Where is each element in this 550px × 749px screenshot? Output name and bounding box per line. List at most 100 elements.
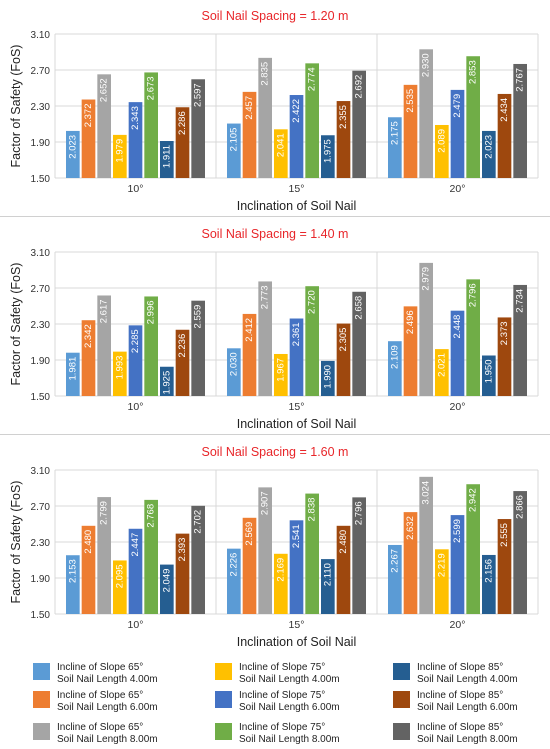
x-tick-label: 20°: [450, 619, 466, 631]
bar-value-label: 2.236: [177, 334, 188, 358]
legend-swatch: [33, 663, 50, 680]
bar-value-label: 2.930: [421, 53, 432, 77]
bar: [305, 63, 319, 179]
bar: [191, 79, 205, 178]
bar: [497, 93, 512, 178]
bar-value-label: 2.023: [67, 135, 78, 159]
bar: [336, 525, 351, 614]
bar: [513, 491, 527, 614]
bar: [466, 484, 480, 614]
bar: [175, 533, 190, 614]
legend-swatch: [393, 663, 410, 680]
bar-value-label: 1.925: [161, 371, 172, 395]
y-tick-label: 3.10: [31, 248, 51, 259]
bar-value-label: 2.412: [244, 318, 255, 342]
chart-1-svg: Soil Nail Spacing = 1.20 m 1.50 1.90 2.30 2.…: [9, 9, 539, 213]
bar: [513, 284, 527, 396]
bar: [466, 279, 480, 396]
legend-swatch: [215, 691, 232, 708]
bar: [160, 564, 174, 614]
x-tick-label: 10°: [128, 401, 144, 413]
bar: [175, 107, 190, 178]
bar-value-label: 2.434: [499, 98, 510, 122]
bar-value-label: 2.030: [228, 352, 239, 376]
legend-label-line2: Soil Nail Length 8.00m: [417, 734, 518, 745]
bar: [242, 313, 257, 396]
y-tick-label: 3.10: [31, 466, 51, 477]
bar: [482, 554, 496, 614]
bar-value-label: 2.617: [99, 299, 110, 323]
bar-value-label: 2.734: [515, 289, 526, 313]
legend: Incline of Slope 65° Soil Nail Length 4.0…: [0, 652, 550, 749]
bar: [97, 74, 111, 178]
bar-value-label: 2.768: [146, 504, 157, 528]
bar: [242, 91, 257, 178]
bar: [191, 300, 205, 396]
legend-swatch: [215, 663, 232, 680]
x-tick-label: 15°: [289, 619, 305, 631]
bar: [144, 72, 158, 178]
legend-item: Incline of Slope 75° Soil Nail Length 4.0…: [215, 662, 340, 686]
bar-value-label: 2.447: [130, 533, 141, 557]
bar: [352, 70, 366, 178]
y-tick-label: 1.50: [31, 392, 51, 403]
bar: [227, 123, 241, 178]
bar: [81, 99, 96, 178]
bar-value-label: 2.342: [83, 324, 94, 348]
legend-label-line1: Incline of Slope 75°: [239, 722, 326, 733]
bar-value-label: 2.457: [244, 96, 255, 120]
bar: [419, 49, 433, 178]
chart-2-svg: Soil Nail Spacing = 1.40 m 1.50 1.90 2.30 2.…: [9, 227, 539, 431]
bar: [388, 544, 402, 614]
bar: [274, 553, 288, 614]
bar-value-label: 2.226: [228, 553, 239, 577]
bar-value-label: 2.343: [130, 106, 141, 130]
x-tick-label: 15°: [289, 401, 305, 413]
bar-value-label: 1.981: [67, 357, 78, 381]
legend-label-line2: Soil Nail Length 6.00m: [239, 702, 340, 713]
bar-value-label: 2.286: [177, 111, 188, 135]
bar-value-label: 2.559: [193, 305, 204, 329]
bar-value-label: 1.990: [322, 365, 333, 389]
bar: [227, 548, 241, 614]
bar-value-label: 2.219: [436, 553, 447, 577]
chart-title: Soil Nail Spacing = 1.20 m: [202, 9, 349, 23]
bar: [482, 130, 496, 178]
y-tick-label: 2.30: [31, 102, 51, 113]
legend-label-line1: Incline of Slope 85°: [417, 722, 504, 733]
bar: [81, 525, 96, 614]
bar: [497, 519, 512, 614]
bar-value-label: 2.480: [338, 530, 349, 554]
legend-item: Incline of Slope 85° Soil Nail Length 6.0…: [393, 690, 518, 714]
bar-value-label: 2.541: [291, 524, 302, 548]
y-axis-label: Factor of Safety (FoS): [9, 263, 23, 386]
x-tick-label: 10°: [128, 619, 144, 631]
bar: [419, 476, 433, 614]
legend-label-line1: Incline of Slope 65°: [57, 662, 144, 673]
bar: [321, 559, 335, 614]
bar: [128, 528, 143, 614]
chart-title: Soil Nail Spacing = 1.40 m: [202, 227, 349, 241]
bar: [66, 130, 80, 178]
bar: [435, 349, 449, 396]
y-tick-label: 2.70: [31, 66, 51, 77]
bar-value-label: 2.942: [468, 488, 479, 512]
bar-value-label: 2.796: [468, 283, 479, 307]
bar-value-label: 2.422: [291, 99, 302, 123]
bar: [336, 101, 351, 178]
chart-title: Soil Nail Spacing = 1.60 m: [202, 445, 349, 459]
bar: [497, 317, 512, 396]
y-tick-label: 1.90: [31, 356, 51, 367]
bar-value-label: 2.767: [515, 68, 526, 92]
bar: [419, 262, 433, 396]
chart-3-svg: Soil Nail Spacing = 1.60 m 1.50 1.90 2.30 2.…: [9, 445, 539, 649]
legend-swatch: [393, 691, 410, 708]
legend-label-line2: Soil Nail Length 4.00m: [57, 674, 158, 685]
legend-label-line1: Incline of Slope 75°: [239, 662, 326, 673]
bar: [175, 329, 190, 396]
bar-value-label: 2.658: [354, 296, 365, 320]
bar: [81, 320, 96, 396]
x-axis-label: Inclination of Soil Nail: [237, 635, 357, 649]
bar: [321, 135, 335, 178]
legend-swatch: [393, 723, 410, 740]
